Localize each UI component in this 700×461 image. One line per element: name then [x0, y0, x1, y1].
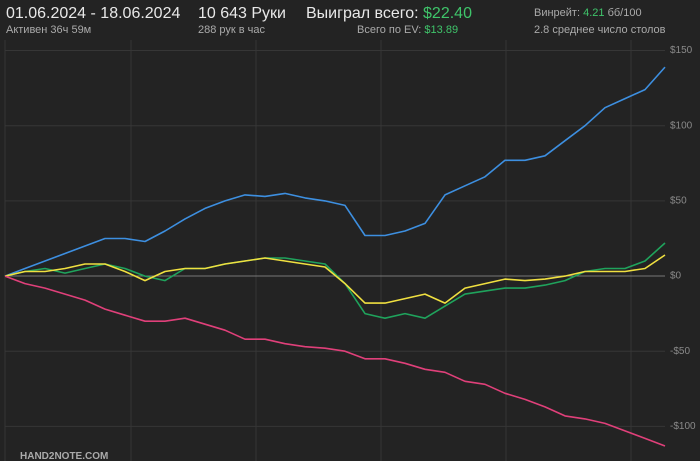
y-tick-label: $150 — [670, 45, 693, 56]
won-value: $22.40 — [423, 5, 472, 22]
y-tick-label: $100 — [670, 120, 693, 131]
series-line — [4, 242, 666, 319]
ev-value: $13.89 — [424, 24, 459, 36]
tables: 2.8 среднее число столов — [534, 24, 666, 36]
won-label: Выиграл всего: — [306, 5, 419, 22]
y-tick-label: $0 — [670, 271, 682, 282]
series-line — [4, 66, 666, 277]
winrate-unit: бб/100 — [607, 7, 642, 19]
hands-per-hour: 288 рук в час — [198, 24, 266, 36]
y-tick-label: $50 — [670, 196, 687, 207]
series-line — [4, 275, 666, 447]
active-time: Активен 36ч 59м — [6, 24, 92, 36]
hands: 10 643 Руки — [198, 5, 286, 22]
y-tick-label: -$50 — [670, 346, 690, 357]
ev-label: Всего по EV: — [357, 24, 422, 36]
series-line — [4, 254, 666, 304]
won: Выиграл всего: $22.40 — [306, 5, 472, 23]
winrate-value: 4.21 — [583, 7, 605, 19]
logo: HAND2NOTE.COM — [20, 451, 109, 461]
winrate: Винрейт: 4.21 бб/100 — [534, 7, 642, 19]
winrate-label: Винрейт: — [534, 7, 581, 19]
ev: Всего по EV: $13.89 — [357, 24, 458, 36]
period: 01.06.2024 - 18.06.2024 — [6, 5, 181, 22]
y-tick-label: -$100 — [670, 421, 696, 432]
